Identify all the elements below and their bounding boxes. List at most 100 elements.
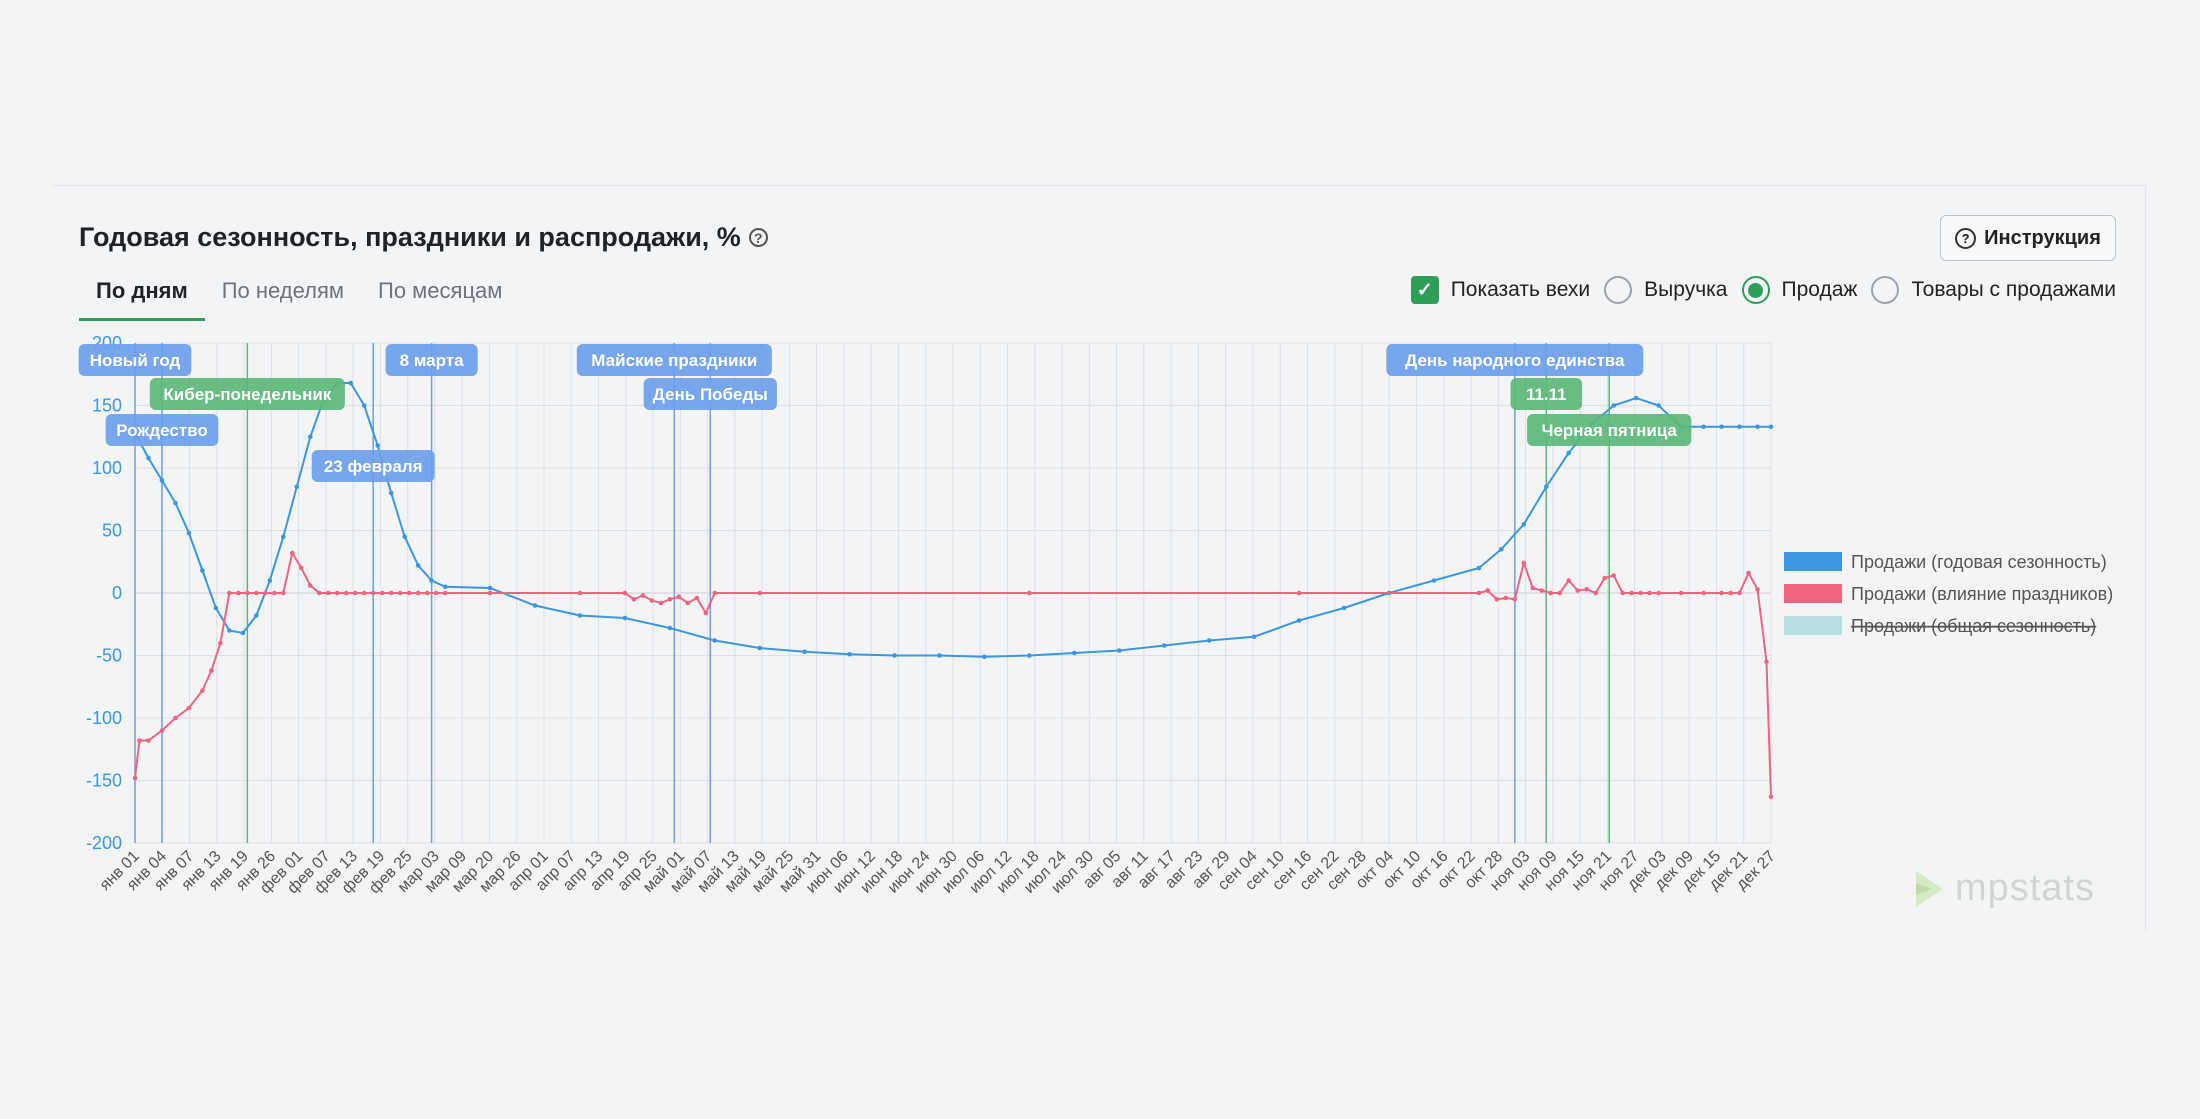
data-point — [577, 590, 583, 596]
data-point — [361, 590, 367, 596]
y-tick-label: 0 — [112, 583, 122, 603]
data-point — [1485, 588, 1491, 593]
data-point — [281, 534, 286, 540]
data-point — [1764, 659, 1769, 665]
data-point — [173, 715, 178, 721]
data-point — [388, 590, 394, 596]
data-point — [1737, 424, 1742, 430]
data-point — [1027, 590, 1032, 596]
data-point — [213, 605, 219, 611]
data-point — [415, 590, 421, 596]
milestone-badge — [1527, 414, 1692, 446]
data-point — [631, 596, 637, 602]
data-point — [209, 668, 214, 673]
tab-months[interactable]: По месяцам — [378, 278, 503, 303]
tab-weeks[interactable]: По неделям — [221, 278, 345, 303]
data-point — [137, 738, 142, 743]
data-point — [658, 600, 664, 606]
milestone-badge — [1386, 344, 1644, 376]
data-point — [1768, 794, 1774, 800]
radio-goods[interactable]: Товары с продажами — [1871, 276, 2116, 304]
data-point — [1251, 634, 1257, 640]
data-point — [1476, 590, 1482, 596]
data-point — [1296, 618, 1302, 623]
page-title: Годовая сезонность, праздники и распрода… — [79, 222, 741, 252]
data-point — [227, 590, 232, 596]
question-icon: ? — [1955, 227, 1977, 249]
data-point — [1512, 596, 1518, 602]
data-point — [267, 578, 273, 583]
data-point — [298, 565, 304, 571]
data-point — [1341, 605, 1347, 611]
data-point — [1431, 578, 1437, 583]
radio-revenue-label: Выручка — [1644, 278, 1728, 301]
data-point — [1737, 590, 1742, 596]
data-point — [1296, 590, 1302, 596]
mpstats-logo: mpstats — [1913, 867, 2095, 910]
milestone-badge — [385, 344, 478, 376]
milestone-label: Черная пятница — [1541, 421, 1677, 440]
instruction-button[interactable]: ? Инструкция — [1940, 215, 2116, 261]
data-point — [132, 775, 138, 781]
data-point — [352, 590, 358, 596]
data-point — [290, 550, 295, 556]
data-point — [757, 645, 763, 651]
radio-revenue[interactable]: Выручка — [1604, 276, 1728, 304]
data-point — [159, 728, 165, 733]
data-point — [1494, 596, 1500, 602]
data-point — [1521, 560, 1527, 566]
help-icon[interactable]: ? — [748, 228, 768, 247]
period-tabs: По дням По неделям По месяцам — [79, 272, 519, 321]
data-point — [254, 590, 259, 596]
radio-goods-circle — [1871, 276, 1900, 304]
milestone-label: 23 февраля — [324, 457, 423, 476]
data-point — [802, 649, 807, 655]
data-point — [1575, 588, 1581, 593]
data-point — [1620, 590, 1625, 596]
data-point — [622, 615, 628, 621]
milestone-label: Новый год — [90, 351, 181, 370]
data-point — [397, 590, 403, 596]
data-point — [1746, 570, 1751, 576]
y-tick-label: 150 — [92, 396, 122, 416]
data-point — [307, 583, 313, 588]
y-tick-label: -200 — [86, 833, 122, 853]
checkmark-icon: ✓ — [1410, 276, 1439, 304]
milestone-badge — [149, 378, 345, 410]
data-point — [173, 500, 178, 506]
data-point — [1557, 590, 1563, 596]
data-point — [415, 563, 421, 568]
radio-sales[interactable]: Продаж — [1741, 276, 1857, 304]
data-point — [146, 455, 151, 461]
logo-text: mpstats — [1955, 867, 2096, 909]
mpstats-logo-icon — [1916, 870, 1943, 907]
y-tick-label: 100 — [92, 458, 122, 478]
data-point — [1027, 653, 1032, 658]
data-point — [1728, 590, 1733, 596]
data-point — [236, 590, 241, 596]
data-point — [325, 590, 331, 596]
data-point — [429, 578, 434, 583]
data-point — [1719, 424, 1724, 430]
data-point — [186, 705, 192, 711]
show-milestones-checkbox[interactable]: ✓ Показать вехи — [1410, 276, 1591, 304]
legend-swatch — [1784, 584, 1842, 603]
tab-days[interactable]: По дням — [79, 272, 205, 321]
data-point — [1701, 424, 1706, 430]
data-point — [200, 568, 205, 573]
data-point — [1755, 424, 1760, 430]
data-point — [1633, 395, 1639, 401]
data-point — [388, 490, 394, 496]
data-point — [712, 638, 718, 643]
show-milestones-label: Показать вехи — [1450, 278, 1591, 301]
data-point — [847, 651, 852, 657]
data-point — [343, 590, 349, 596]
y-tick-label: 50 — [102, 521, 122, 541]
data-point — [159, 478, 165, 483]
data-point — [1521, 521, 1527, 527]
data-point — [1548, 590, 1554, 596]
data-point — [361, 403, 367, 408]
data-point — [146, 738, 151, 743]
data-point — [1678, 590, 1684, 596]
milestone-badge — [78, 344, 192, 376]
